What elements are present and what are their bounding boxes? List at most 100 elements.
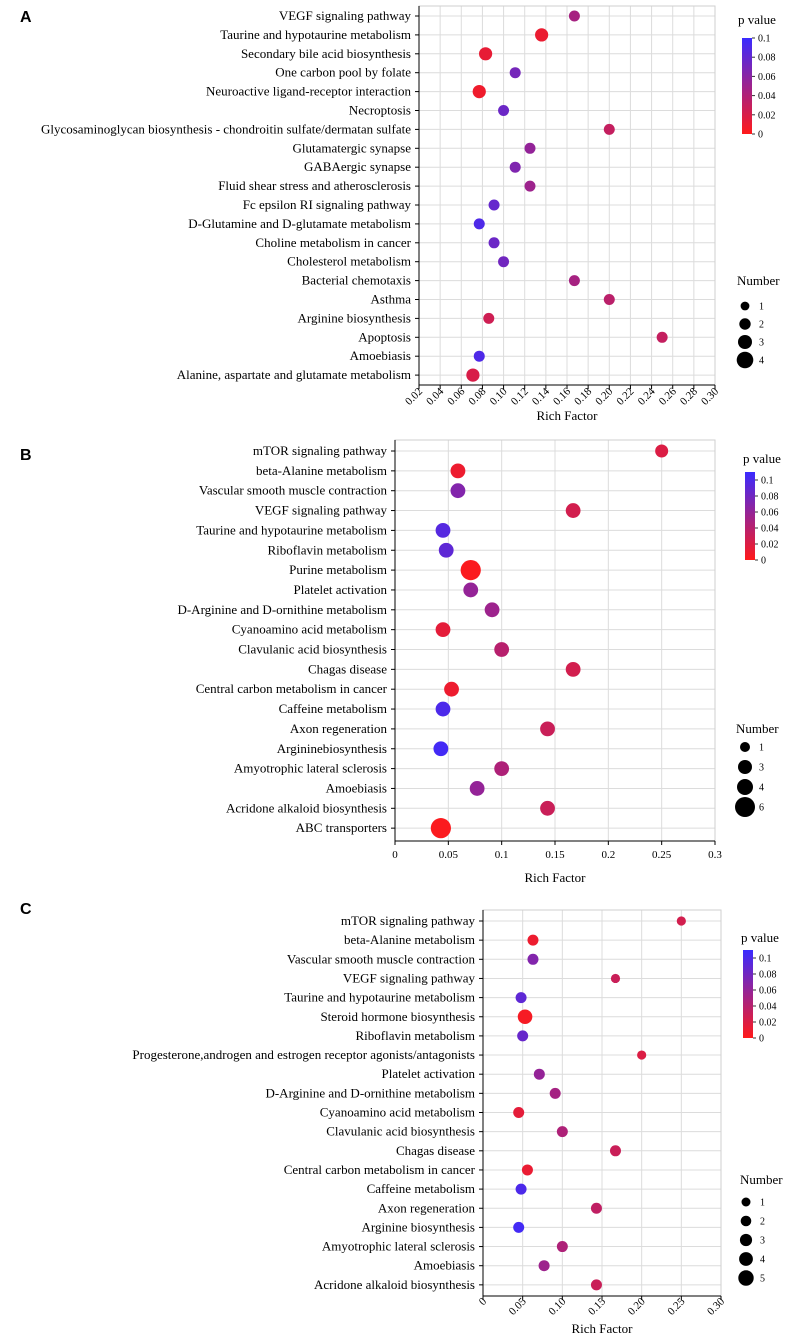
data-point [450, 483, 466, 499]
size-legend-dot [738, 1270, 754, 1286]
x-tick-label: 0.10 [488, 385, 510, 407]
category-label: VEGF signaling pathway [255, 503, 388, 518]
size-legend-title: Number [740, 1172, 783, 1187]
color-legend-tick-label: 0.08 [761, 492, 779, 503]
size-legend-dot [735, 797, 755, 817]
x-axis-title: Rich Factor [536, 408, 598, 423]
x-tick-label: 0.16 [551, 385, 573, 407]
category-label: Acridone alkaloid biosynthesis [226, 800, 387, 815]
category-label: Amoebiasis [350, 348, 411, 363]
size-legend-dot [738, 335, 752, 349]
size-legend-label: 3 [760, 1236, 765, 1247]
category-label: Cholesterol metabolism [287, 254, 411, 269]
category-label: Taurine and hypotaurine metabolism [284, 990, 475, 1005]
category-label: ABC transporters [296, 820, 387, 835]
x-tick-label: 0.25 [665, 1295, 687, 1317]
size-legend-dot [741, 1197, 751, 1207]
data-point [610, 973, 621, 984]
color-legend-tick-label: 0.1 [758, 34, 771, 45]
category-label: Progesterone,androgen and estrogen recep… [132, 1047, 475, 1062]
category-label: Apoptosis [358, 329, 411, 344]
data-point [472, 85, 486, 99]
data-point [433, 741, 449, 757]
size-legend-label: 2 [759, 320, 764, 331]
category-label: Platelet activation [294, 582, 388, 597]
data-point [524, 180, 536, 192]
x-tick-label: 0.04 [424, 385, 446, 407]
color-legend-title: p value [738, 12, 776, 27]
category-label: Riboflavin metabolism [355, 1028, 475, 1043]
category-label: Necroptosis [349, 103, 411, 118]
data-point [444, 681, 459, 697]
data-point [517, 1009, 533, 1025]
size-legend-label: 6 [759, 803, 764, 814]
data-point [655, 444, 669, 458]
color-legend-tick-label: 0.04 [761, 524, 779, 535]
data-point [438, 542, 454, 558]
data-point [565, 661, 581, 677]
panel-letter: A [20, 9, 32, 26]
data-point [565, 503, 581, 518]
x-tick-label: 0.28 [678, 385, 700, 407]
x-tick-label: 0.15 [586, 1295, 608, 1317]
size-legend-dot [739, 1252, 753, 1266]
category-label: Chagas disease [396, 1143, 475, 1158]
category-label: Clavulanic acid biosynthesis [238, 642, 387, 657]
category-label: VEGF signaling pathway [343, 970, 476, 985]
color-legend-tick-label: 0.1 [761, 476, 774, 487]
category-label: Bacterial chemotaxis [302, 273, 411, 288]
category-label: Arginine biosynthesis [297, 310, 411, 325]
category-label: Fc epsilon RI signaling pathway [243, 197, 412, 212]
category-label: Choline metabolism in cancer [255, 235, 411, 250]
category-label: D-Arginine and D-ornithine metabolism [177, 602, 387, 617]
size-legend-label: 1 [759, 743, 764, 754]
data-point [603, 294, 615, 305]
data-point [535, 28, 549, 42]
category-label: Platelet activation [382, 1066, 476, 1081]
x-tick-label: 0.26 [657, 385, 679, 407]
x-tick-label: 0.2 [601, 849, 615, 861]
color-legend-title: p value [743, 451, 781, 466]
color-bar [742, 38, 752, 134]
x-tick-label: 0.10 [546, 1295, 568, 1317]
size-legend-label: 3 [759, 763, 764, 774]
category-label: Cyanoamino acid metabolism [232, 622, 387, 637]
category-label: Purine metabolism [289, 562, 387, 577]
data-point [656, 331, 668, 343]
color-legend-tick-label: 0.02 [758, 110, 776, 121]
data-point [515, 992, 527, 1004]
category-label: Secondary bile acid biosynthesis [241, 46, 411, 61]
data-point [494, 761, 510, 776]
color-legend-tick-label: 0 [758, 130, 763, 141]
panel-letter: C [20, 901, 32, 918]
data-point [590, 1202, 602, 1214]
data-point [479, 47, 493, 61]
x-tick-label: 0.25 [652, 849, 672, 861]
color-legend-tick-label: 0.06 [759, 986, 777, 997]
category-label: Arginine biosynthesis [361, 1219, 475, 1234]
category-label: Amoebiasis [326, 780, 387, 795]
color-legend-title: p value [741, 930, 779, 945]
color-legend-tick-label: 0.08 [759, 970, 777, 981]
data-point [540, 721, 555, 737]
category-label: Steroid hormone biosynthesis [320, 1009, 475, 1024]
size-legend-title: Number [736, 721, 779, 736]
x-tick-label: 0.1 [495, 849, 509, 861]
x-tick-label: 0.20 [626, 1295, 648, 1317]
category-label: Clavulanic acid biosynthesis [326, 1124, 475, 1139]
data-point [676, 916, 686, 926]
data-point [469, 781, 485, 796]
category-label: beta-Alanine metabolism [256, 463, 387, 478]
category-label: D-Glutamine and D-glutamate metabolism [188, 216, 411, 231]
category-label: Caffeine metabolism [279, 701, 387, 716]
color-legend-tick-label: 0 [761, 556, 766, 567]
color-legend-tick-label: 0.1 [759, 954, 772, 965]
data-point [527, 953, 539, 965]
data-point [513, 1221, 525, 1233]
color-legend-tick-label: 0.06 [761, 508, 779, 519]
data-point [435, 523, 451, 538]
category-label: Asthma [371, 292, 412, 307]
color-legend-tick-label: 0.06 [758, 72, 776, 83]
